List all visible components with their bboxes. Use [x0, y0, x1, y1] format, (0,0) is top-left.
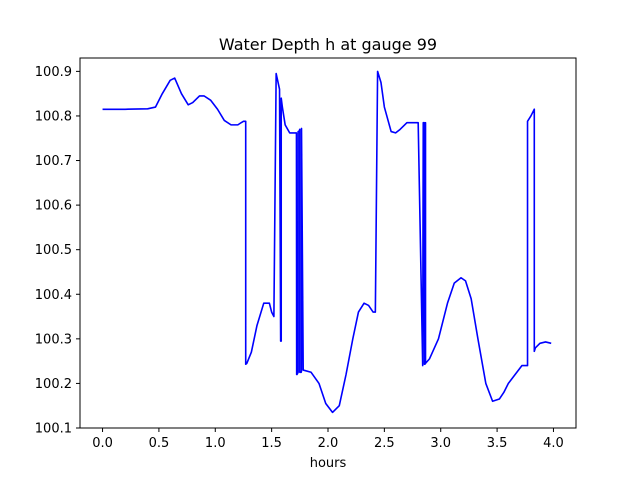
y-axis-ticks: 100.1 100.2 100.3 100.4 100.5 100.6 100.7 100.8… — [35, 65, 80, 437]
x-tick-label: 0.0 — [92, 436, 113, 451]
x-tick-label: 3.0 — [430, 436, 451, 451]
plot-area: 0.0 0.5 1.0 1.5 2.0 2.5 3.0 3.5 4.0 100.1100.210… — [35, 57, 577, 451]
plot-background — [80, 58, 576, 428]
y-tick-label: 100.3 — [35, 332, 72, 347]
x-axis-label: hours — [310, 456, 347, 471]
series-layer — [102, 70, 552, 414]
series-line — [102, 70, 552, 414]
y-tick-label: 100.1 — [35, 422, 72, 437]
x-tick-label: 1.0 — [205, 436, 226, 451]
y-tick-label: 100.9 — [35, 65, 72, 80]
y-tick-label: 100.5 — [35, 243, 72, 258]
axes-frame — [79, 57, 577, 429]
y-tick-label: 100.7 — [35, 154, 72, 169]
y-tick-label: 100.4 — [35, 288, 72, 303]
x-tick-label: 0.5 — [149, 436, 170, 451]
chart-title: Water Depth h at gauge 99 — [219, 35, 437, 54]
x-tick-label: 2.5 — [374, 436, 395, 451]
x-tick-label: 1.5 — [261, 436, 282, 451]
x-tick-label: 4.0 — [543, 436, 564, 451]
x-tick-label: 3.5 — [487, 436, 508, 451]
y-tick-label: 100.2 — [35, 377, 72, 392]
x-axis-ticks: 0.0 0.5 1.0 1.5 2.0 2.5 3.0 3.5 4.0 — [92, 428, 564, 451]
y-tick-label: 100.6 — [35, 199, 72, 214]
x-tick-label: 2.0 — [318, 436, 339, 451]
y-tick-label: 100.8 — [35, 109, 72, 124]
